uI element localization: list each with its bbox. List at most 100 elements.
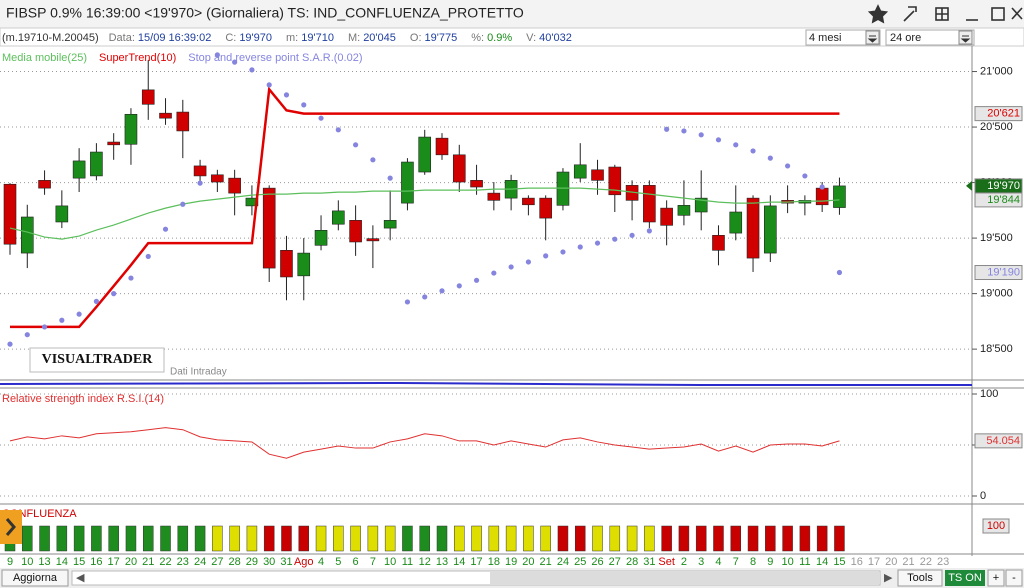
ts-button[interactable] [945, 570, 985, 586]
signal-bar [695, 525, 707, 552]
signal-bar [747, 525, 759, 552]
scroll-thumb[interactable] [490, 572, 880, 584]
sar-dot [162, 226, 169, 232]
dropdown-icon [960, 35, 971, 43]
signal-bar [765, 525, 776, 552]
signal-bar [194, 525, 206, 552]
candle-body [833, 185, 846, 208]
candle-body [72, 160, 86, 179]
signal-bar [488, 525, 500, 552]
value-label: 100 [987, 520, 1005, 532]
sar-dot [473, 277, 480, 283]
candle-body [729, 211, 743, 234]
signal-bar [471, 525, 482, 552]
candle-body [487, 192, 501, 201]
signal-bar [91, 525, 102, 552]
session-select[interactable] [885, 29, 975, 46]
tools-label: Tools [907, 572, 933, 584]
session: 24 ore [890, 32, 921, 44]
candle-body [176, 111, 190, 132]
value-box [974, 265, 1023, 281]
signal-bar [39, 525, 50, 552]
signal-bar [834, 525, 845, 552]
signal-bar [609, 525, 621, 552]
candle-body [193, 165, 207, 177]
x-tick-label: 15 [73, 556, 85, 568]
dropdown-btn[interactable] [865, 30, 880, 45]
x-tick-label: 7 [370, 556, 376, 568]
x-tick-label: 21 [142, 556, 154, 568]
signal-bar [56, 525, 68, 552]
zoom-out[interactable] [1005, 569, 1023, 587]
value-label: 54.054 [986, 435, 1020, 447]
candle-body [366, 238, 380, 242]
signal-bar [350, 525, 361, 552]
candle-body [573, 164, 587, 179]
y-tick-label: 19'000 [980, 288, 1013, 300]
signal-bar [782, 525, 793, 552]
sar-dot [180, 201, 186, 207]
ts-label: TS ON [948, 572, 982, 584]
signal-bar [73, 525, 85, 552]
period-select[interactable] [805, 29, 881, 46]
range: (m.19710-M.20045) [2, 32, 99, 44]
signal-bar [436, 525, 448, 552]
x-tick-label: 31 [280, 556, 292, 568]
signal-bar [177, 525, 189, 552]
window-title: FIBSP 0.9% 16:39:00 <19'970> (Giornalier… [6, 5, 524, 21]
candle-body [383, 220, 397, 229]
signal-bar [108, 525, 119, 552]
field-label: V: [526, 32, 536, 44]
field-label: C: [225, 32, 236, 44]
scroll-right[interactable]: ▶ [884, 572, 893, 584]
signal-bar [557, 525, 569, 552]
dropdown-btn[interactable] [958, 30, 973, 45]
scroll-left[interactable]: ◀ [76, 572, 85, 584]
value-label: 19'190 [987, 266, 1020, 278]
x-tick-label: 22 [920, 556, 932, 568]
x-tick-label: 2 [681, 556, 687, 568]
x-tick-label: 11 [799, 556, 810, 568]
candle-body [539, 197, 552, 219]
field-label: m: [286, 32, 298, 44]
sar-dot [802, 173, 808, 179]
refresh-button[interactable] [1, 569, 69, 587]
sar-dot [594, 240, 601, 246]
signal-bar [661, 525, 672, 552]
x-tick-label: 10 [384, 556, 396, 568]
candle-body [3, 183, 17, 245]
signal-bar [212, 525, 223, 552]
x-tick-label: 14 [453, 556, 465, 568]
sar-dot [249, 67, 255, 73]
signal-bar [263, 525, 275, 552]
sar-dot [733, 142, 739, 148]
x-tick-label: 18 [488, 556, 500, 568]
x-tick-label: Ago [294, 556, 314, 568]
panel-title: Relative strength index R.S.I.(14) [2, 393, 164, 405]
candle-body [643, 185, 656, 223]
candle-body [660, 207, 673, 226]
sar-dot [76, 311, 82, 317]
field-value: 20'045 [363, 32, 396, 44]
sar-dot [785, 163, 791, 169]
tools-button[interactable] [897, 569, 943, 587]
field-value: 40'032 [539, 32, 572, 44]
sar-dot [387, 175, 393, 181]
signal-bar [419, 525, 430, 552]
zoom-in[interactable] [987, 569, 1005, 587]
sar-dot [612, 236, 618, 242]
signal-bar [799, 525, 811, 552]
candle-body [349, 220, 362, 243]
window-controls[interactable] [867, 4, 1023, 24]
candle-body [245, 197, 259, 207]
candle-body [677, 205, 691, 216]
x-tick-label: 23 [937, 556, 949, 568]
x-tick-label: 20 [125, 556, 137, 568]
field-value: 19'970 [239, 32, 272, 44]
sar-dot [41, 324, 48, 330]
x-tick-label: 30 [263, 556, 275, 568]
collapse-button[interactable] [0, 510, 22, 544]
candle-body [746, 197, 760, 259]
plus-label: + [993, 572, 999, 584]
candle-body [55, 205, 69, 223]
